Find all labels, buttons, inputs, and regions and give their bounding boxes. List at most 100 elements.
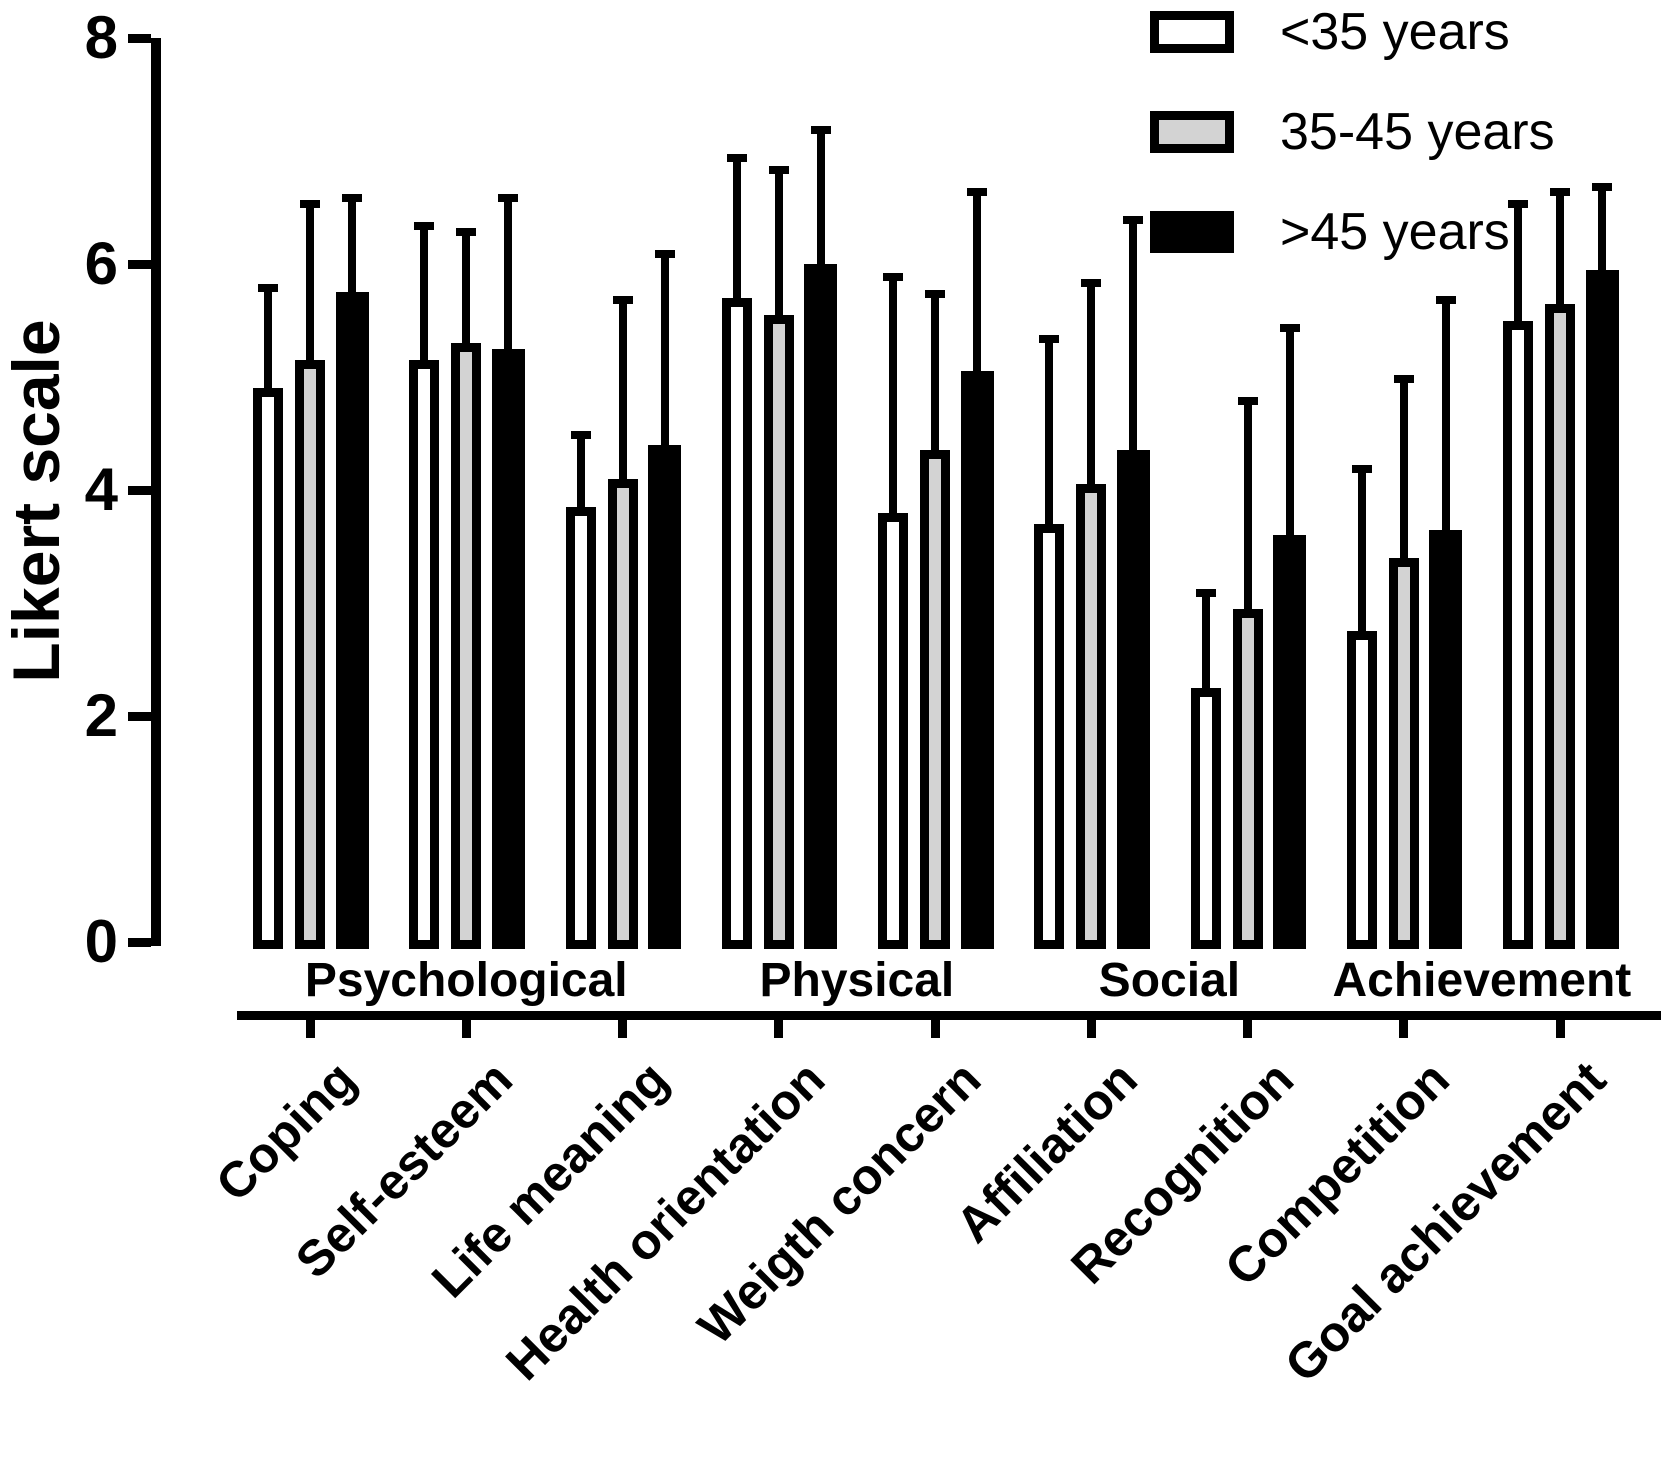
- bar: [878, 512, 908, 949]
- bar: [1076, 484, 1107, 949]
- bar: [804, 264, 838, 949]
- group-axis-line: [237, 1011, 1661, 1020]
- error-bar: [1087, 286, 1096, 489]
- error-bar-cap: [925, 289, 945, 298]
- group-label: Achievement: [1332, 954, 1632, 1007]
- error-bar-cap: [570, 431, 591, 440]
- error-bar: [306, 207, 314, 365]
- legend-label: <35 years: [1280, 3, 1510, 61]
- error-bar-cap: [654, 250, 675, 259]
- error-bar: [1399, 382, 1408, 562]
- y-axis-tick: [128, 260, 151, 269]
- error-bar: [1045, 343, 1054, 528]
- error-bar-cap: [967, 188, 987, 197]
- bar: [1232, 608, 1263, 949]
- error-bar-cap: [768, 165, 789, 174]
- bar: [763, 314, 794, 949]
- error-bar-cap: [1081, 278, 1102, 287]
- error-bar-cap: [1237, 397, 1258, 406]
- group-axis-tick: [774, 1011, 784, 1038]
- error-bar: [973, 196, 981, 376]
- error-bar-cap: [1039, 335, 1060, 344]
- error-bar: [1243, 405, 1252, 613]
- error-bar: [931, 297, 939, 455]
- error-bar-cap: [414, 222, 435, 231]
- legend-row: 35-45 years: [1150, 106, 1555, 158]
- error-bar-cap: [1123, 216, 1144, 225]
- error-bar: [660, 258, 669, 449]
- group-axis-tick: [930, 1011, 940, 1038]
- group-axis-tick: [618, 1011, 627, 1038]
- y-axis-tick: [128, 712, 151, 721]
- error-bar-cap: [1279, 323, 1300, 332]
- error-bar: [1201, 597, 1210, 692]
- error-bar-cap: [1351, 465, 1372, 474]
- error-bar-cap: [810, 126, 831, 135]
- bar: [1190, 687, 1221, 949]
- error-bar: [576, 439, 585, 511]
- group-axis-tick: [305, 1011, 315, 1038]
- error-bar-cap: [726, 154, 747, 163]
- error-bar: [732, 162, 741, 302]
- legend: <35 years 35-45 years >45 years: [1150, 6, 1555, 306]
- error-bar: [1129, 224, 1138, 455]
- bar: [1545, 303, 1575, 949]
- error-bar-cap: [1592, 182, 1612, 191]
- group-axis-tick: [461, 1011, 471, 1038]
- group-axis-tick: [1399, 1011, 1409, 1038]
- bar: [295, 360, 325, 949]
- error-bar-cap: [1550, 188, 1570, 197]
- bar: [960, 371, 994, 949]
- y-axis-line: [151, 38, 161, 946]
- error-bar: [504, 201, 513, 353]
- error-bar: [774, 173, 783, 319]
- error-bar: [264, 292, 272, 393]
- error-bar: [1285, 331, 1294, 540]
- error-bar: [1441, 303, 1450, 534]
- error-bar: [618, 303, 627, 483]
- group-axis-tick: [1243, 1011, 1252, 1038]
- group-axis-tick: [1555, 1011, 1565, 1038]
- error-bar: [1598, 190, 1606, 274]
- bar: [1346, 631, 1377, 949]
- error-bar: [889, 280, 897, 517]
- y-axis-tick: [128, 486, 151, 495]
- y-axis-tick: [128, 34, 151, 43]
- bar: [1116, 450, 1150, 949]
- error-bar: [1357, 473, 1366, 636]
- bar: [1503, 320, 1533, 949]
- category-label-text: Weigth concern: [687, 1050, 992, 1355]
- error-bar-cap: [1195, 589, 1216, 598]
- error-bar-cap: [300, 199, 320, 208]
- bar: [920, 450, 950, 949]
- group-label: Psychological: [304, 954, 628, 1007]
- bar: [565, 506, 596, 949]
- group-label: Physical: [759, 954, 955, 1007]
- bar: [1585, 269, 1619, 949]
- error-bar-cap: [1393, 374, 1414, 383]
- error-bar-cap: [498, 193, 519, 202]
- bar: [1034, 523, 1065, 949]
- y-axis-tick: [128, 938, 151, 947]
- y-axis-tick-label: 8: [84, 4, 118, 71]
- legend-row: <35 years: [1150, 6, 1555, 58]
- error-bar: [462, 235, 471, 348]
- bar: [607, 478, 638, 949]
- bar: [1429, 529, 1463, 949]
- bar: [491, 348, 525, 949]
- y-axis-tick-label: 4: [84, 456, 118, 523]
- bar: [648, 444, 681, 949]
- y-axis-tick-label: 2: [84, 682, 118, 749]
- legend-label: >45 years: [1280, 203, 1510, 261]
- error-bar-cap: [258, 284, 278, 293]
- error-bar-cap: [342, 193, 362, 202]
- legend-row: >45 years: [1150, 206, 1555, 258]
- bar: [409, 360, 440, 949]
- legend-swatch: [1150, 111, 1234, 153]
- bar: [253, 388, 283, 949]
- error-bar: [348, 201, 356, 297]
- error-bar-cap: [456, 227, 477, 236]
- error-bar-cap: [1508, 199, 1528, 208]
- bar: [1273, 535, 1306, 949]
